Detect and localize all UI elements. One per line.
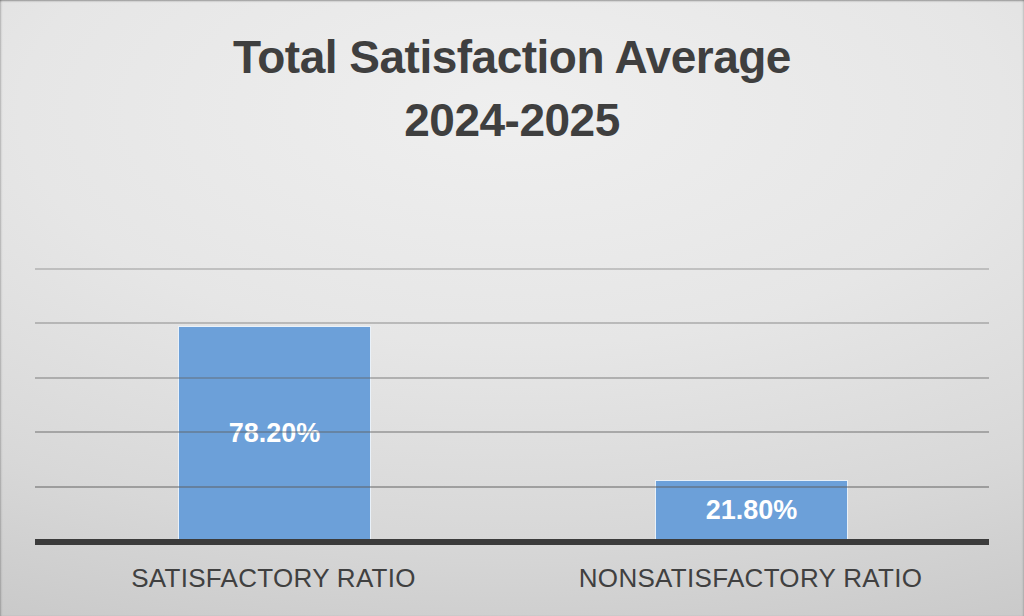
bar-nonsatisfactory-ratio: 21.80% [655, 480, 848, 541]
plot-area: 78.20% 21.80% [35, 269, 989, 541]
gridline-20 [35, 486, 989, 488]
data-label: 78.20% [229, 418, 321, 449]
chart-title: Total Satisfaction Average 2024-2025 [0, 26, 1024, 152]
data-label: 21.80% [706, 495, 798, 526]
gridline-100 [35, 268, 989, 270]
x-axis-line [35, 539, 989, 545]
chart-title-line1: Total Satisfaction Average [0, 26, 1024, 89]
category-axis: SATISFACTORY RATIONONSATISFACTORY RATIO [0, 562, 1024, 596]
category-label-1: SATISFACTORY RATIO [35, 562, 512, 594]
gridline-40 [35, 431, 989, 433]
bar-satisfactory-ratio: 78.20% [178, 326, 371, 541]
gridline-60 [35, 377, 989, 379]
chart-slide: Total Satisfaction Average 2024-2025 78.… [0, 0, 1024, 616]
category-label-2: NONSATISFACTORY RATIO [512, 562, 989, 594]
gridline-80 [35, 322, 989, 324]
chart-title-line2: 2024-2025 [0, 89, 1024, 152]
